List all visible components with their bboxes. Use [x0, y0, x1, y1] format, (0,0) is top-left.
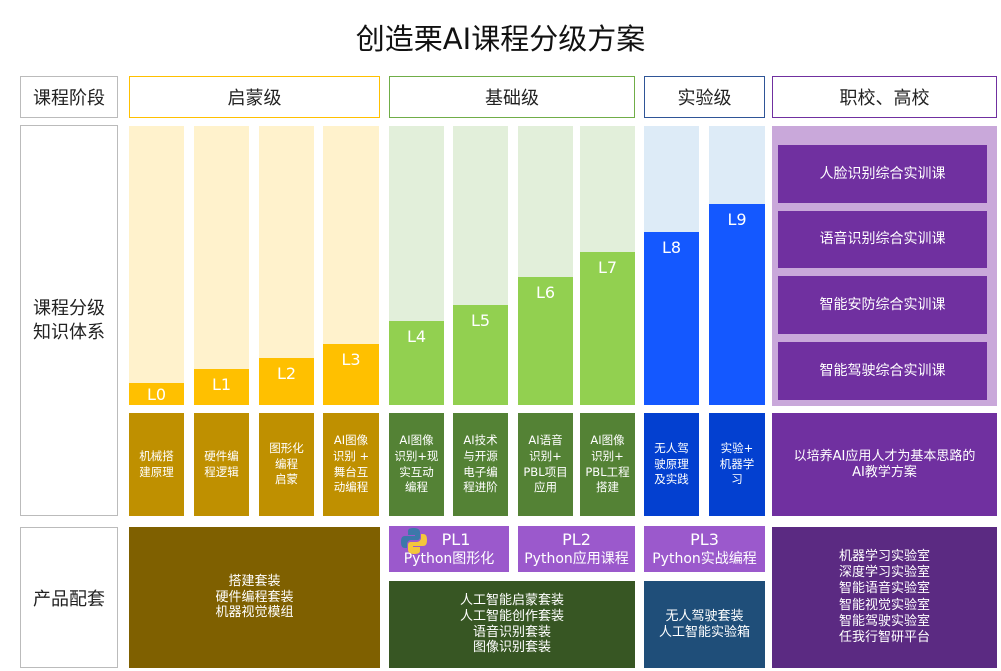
python-level-name: PL2 — [562, 529, 591, 549]
python-level-sub: Python应用课程 — [524, 551, 629, 568]
level-bar-l1: L1 — [194, 126, 249, 405]
product-lab: 无人驾驶套装 人工智能实验箱 — [644, 581, 765, 668]
level-desc: AI图像 识别+ PBL工程 搭建 — [580, 413, 635, 516]
python-level-name: PL3 — [690, 529, 719, 549]
level-fill: L8 — [644, 232, 699, 405]
level-fill: L7 — [580, 251, 635, 405]
product-college: 机器学习实验室 深度学习实验室 智能语音实验室 智能视觉实验室 智能驾驶实验室 … — [772, 527, 997, 668]
college-course: 语音识别综合实训课 — [778, 211, 987, 268]
level-bar-l0: L0 — [129, 126, 184, 405]
college-course: 智能驾驶综合实训课 — [778, 342, 987, 400]
level-desc: AI图像 识别+现 实互动 编程 — [389, 413, 444, 516]
level-fill: L9 — [709, 204, 765, 405]
level-desc: AI技术 与开源 电子编 程进阶 — [453, 413, 508, 516]
college-desc: 以培养AI应用人才为基本思路的 AI教学方案 — [772, 413, 997, 516]
python-level-2: PL2 Python应用课程 — [518, 526, 635, 572]
level-desc: AI图像 识别 + 舞台互 动编程 — [323, 413, 379, 516]
level-bar-l2: L2 — [259, 126, 314, 405]
level-bar-l4: L4 — [389, 126, 444, 405]
row-label-stage: 课程阶段 — [20, 76, 118, 118]
level-bar-l6: L6 — [518, 126, 573, 405]
python-level-sub: Python图形化 — [403, 551, 495, 568]
stage-college: 职校、高校 — [772, 76, 997, 118]
level-fill: L5 — [453, 304, 508, 405]
stage-basic: 基础级 — [389, 76, 635, 118]
level-bar-l9: L9 — [709, 126, 765, 405]
level-fill: L3 — [323, 343, 379, 405]
level-bar-l3: L3 — [323, 126, 379, 405]
level-desc: 硬件编 程逻辑 — [194, 413, 249, 516]
level-fill: L0 — [129, 382, 184, 405]
python-level-sub: Python实战编程 — [652, 551, 757, 568]
level-desc: 无人驾 驶原理 及实践 — [644, 413, 699, 516]
stage-enlight: 启蒙级 — [129, 76, 380, 118]
stage-lab: 实验级 — [644, 76, 765, 118]
college-course: 人脸识别综合实训课 — [778, 145, 987, 203]
python-level-1: PL1 Python图形化 — [389, 526, 509, 572]
python-logo-icon — [401, 528, 427, 554]
page-title: 创造栗AI课程分级方案 — [355, 22, 646, 56]
level-fill: L6 — [518, 276, 573, 405]
product-basic: 人工智能启蒙套装 人工智能创作套装 语音识别套装 图像识别套装 — [389, 581, 635, 668]
college-course: 智能安防综合实训课 — [778, 276, 987, 334]
level-fill: L1 — [194, 368, 249, 405]
level-bar-l5: L5 — [453, 126, 508, 405]
level-desc: 实验+ 机器学 习 — [709, 413, 765, 516]
row-label-products: 产品配套 — [20, 527, 118, 668]
level-bar-l8: L8 — [644, 126, 699, 405]
row-label-knowledge: 课程分级 知识体系 — [20, 125, 118, 516]
level-fill: L4 — [389, 321, 444, 405]
python-level-3: PL3 Python实战编程 — [644, 526, 765, 572]
python-level-name: PL1 — [441, 529, 471, 549]
level-fill: L2 — [259, 357, 314, 405]
level-bar-l7: L7 — [580, 126, 635, 405]
level-desc: 图形化 编程 启蒙 — [259, 413, 314, 516]
level-desc: AI语音 识别+ PBL项目 应用 — [518, 413, 573, 516]
level-desc: 机械搭 建原理 — [129, 413, 184, 516]
product-enlight: 搭建套装 硬件编程套装 机器视觉模组 — [129, 527, 380, 668]
